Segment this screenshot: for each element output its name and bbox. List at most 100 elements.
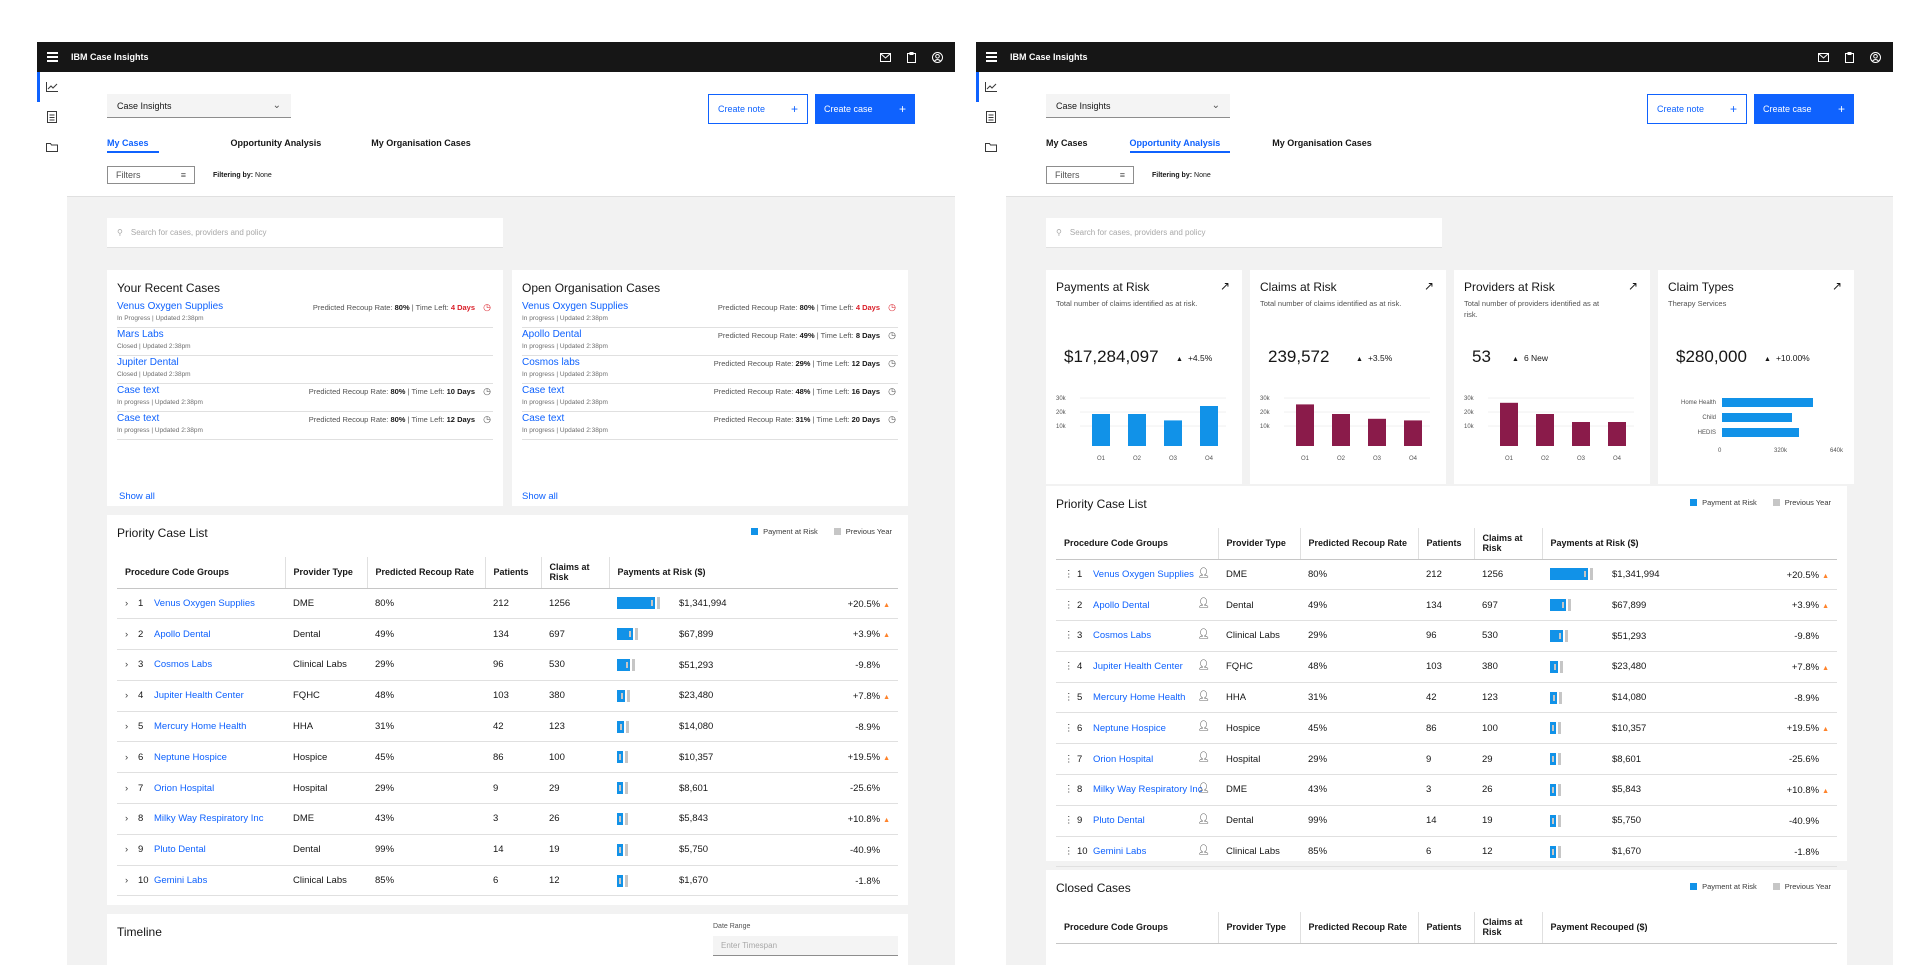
clipboard-icon[interactable] bbox=[901, 47, 921, 67]
procedure-code-link[interactable]: Venus Oxygen Supplies bbox=[154, 597, 255, 609]
procedure-code-link[interactable]: Apollo Dental bbox=[1093, 599, 1150, 611]
procedure-code-link[interactable]: Mercury Home Health bbox=[154, 721, 247, 733]
table-row[interactable]: ⋮ 2 Apollo Dental 👤︎ Dental 49% 134 697 $67,899 +… bbox=[1056, 589, 1837, 622]
drag-handle-icon[interactable]: ⋮ bbox=[1064, 568, 1074, 580]
case-row[interactable]: Case text In progress | Updated 2:38pm Pre… bbox=[522, 384, 898, 412]
procedure-code-link[interactable]: Venus Oxygen Supplies bbox=[1093, 568, 1194, 580]
table-row[interactable]: › 4 Jupiter Health Center FQHC 48% 103 380 $23,… bbox=[117, 680, 898, 712]
assign-user-icon[interactable]: 👤︎ bbox=[1197, 721, 1210, 733]
create-note-button[interactable]: Create note + bbox=[1647, 94, 1747, 124]
case-name-link[interactable]: Apollo Dental bbox=[522, 329, 582, 340]
column-header[interactable]: Patients bbox=[1417, 528, 1474, 560]
case-name-link[interactable]: Case text bbox=[117, 413, 160, 424]
drag-handle-icon[interactable]: ⋮ bbox=[1064, 630, 1074, 642]
procedure-code-link[interactable]: Milky Way Respiratory Inc bbox=[1093, 784, 1203, 796]
workspace-select[interactable]: Case Insights ⌄ bbox=[1046, 94, 1230, 118]
user-avatar-icon[interactable] bbox=[927, 47, 947, 67]
case-row[interactable]: Apollo Dental In progress | Updated 2:38p… bbox=[522, 328, 898, 356]
procedure-code-link[interactable]: Neptune Hospice bbox=[154, 751, 227, 763]
chevron-right-icon[interactable]: › bbox=[125, 813, 129, 825]
drag-handle-icon[interactable]: ⋮ bbox=[1064, 661, 1074, 673]
procedure-code-link[interactable]: Gemini Labs bbox=[154, 875, 208, 887]
table-row[interactable]: ⋮ 3 Cosmos Labs 👤︎ Clinical Labs 29% 96 530 $51,… bbox=[1056, 620, 1837, 652]
drag-handle-icon[interactable]: ⋮ bbox=[1064, 599, 1074, 611]
case-row[interactable]: Venus Oxygen Supplies In progress | Updat… bbox=[522, 300, 898, 328]
date-range-input[interactable]: Enter Timespan bbox=[713, 936, 898, 956]
table-row[interactable]: ⋮ 1 Venus Oxygen Supplies 👤︎ DME 80% 212 1256 $1… bbox=[1056, 559, 1837, 591]
arrow-up-right-icon[interactable]: ↗ bbox=[1423, 279, 1434, 293]
tab-my-organisation-cases[interactable]: My Organisation Cases bbox=[371, 138, 471, 148]
column-header[interactable]: Payments at Risk ($) bbox=[608, 557, 898, 589]
column-header[interactable]: Procedure Code Groups bbox=[1056, 912, 1218, 944]
column-header[interactable]: Provider Type bbox=[1217, 912, 1300, 944]
menu-icon[interactable] bbox=[976, 42, 1006, 72]
assign-user-icon[interactable]: 👤︎ bbox=[1197, 567, 1210, 579]
procedure-code-link[interactable]: Apollo Dental bbox=[154, 628, 211, 640]
folder-nav-icon[interactable] bbox=[37, 132, 67, 162]
procedure-code-link[interactable]: Milky Way Respiratory Inc bbox=[154, 813, 264, 825]
case-name-link[interactable]: Case text bbox=[117, 385, 160, 396]
case-row[interactable]: Case text In progress | Updated 2:38pm Pre… bbox=[522, 412, 898, 440]
mail-icon[interactable] bbox=[875, 47, 895, 67]
chevron-right-icon[interactable]: › bbox=[125, 844, 129, 856]
case-row[interactable]: Mars Labs Closed | Updated 2:38pm bbox=[117, 328, 493, 356]
column-header[interactable]: Claims at Risk bbox=[1473, 912, 1542, 944]
column-header[interactable]: Predicted Recoup Rate bbox=[1299, 912, 1418, 944]
assign-user-icon[interactable]: 👤︎ bbox=[1197, 690, 1210, 702]
procedure-code-link[interactable]: Orion Hospital bbox=[1093, 753, 1154, 765]
clipboard-icon[interactable] bbox=[1839, 47, 1859, 67]
case-name-link[interactable]: Case text bbox=[522, 385, 565, 396]
drag-handle-icon[interactable]: ⋮ bbox=[1064, 722, 1074, 734]
tab-opportunity-analysis[interactable]: Opportunity Analysis bbox=[1130, 133, 1231, 153]
drag-handle-icon[interactable]: ⋮ bbox=[1064, 753, 1074, 765]
procedure-code-link[interactable]: Neptune Hospice bbox=[1093, 722, 1166, 734]
case-name-link[interactable]: Venus Oxygen Supplies bbox=[522, 301, 629, 312]
analytics-nav-icon[interactable] bbox=[976, 72, 1006, 102]
document-nav-icon[interactable] bbox=[976, 102, 1006, 132]
case-row[interactable]: Cosmos labs In progress | Updated 2:38pm P… bbox=[522, 356, 898, 384]
column-header[interactable]: Provider Type bbox=[284, 557, 367, 589]
chevron-right-icon[interactable]: › bbox=[125, 690, 129, 702]
column-header[interactable]: Procedure Code Groups bbox=[117, 557, 285, 589]
tab-my-organisation-cases[interactable]: My Organisation Cases bbox=[1272, 138, 1372, 148]
chevron-right-icon[interactable]: › bbox=[125, 751, 129, 763]
chevron-right-icon[interactable]: › bbox=[125, 659, 129, 671]
filters-button[interactable]: Filters ≡ bbox=[1046, 166, 1134, 184]
case-row[interactable]: Case text In progress | Updated 2:38pm Pre… bbox=[117, 412, 493, 440]
column-header[interactable]: Payment Recouped ($) bbox=[1541, 912, 1837, 944]
procedure-code-link[interactable]: Cosmos Labs bbox=[154, 659, 213, 671]
search-input[interactable]: ⚲ Search for cases, providers and policy bbox=[1046, 218, 1442, 248]
drag-handle-icon[interactable]: ⋮ bbox=[1064, 784, 1074, 796]
column-header[interactable]: Predicted Recoup Rate bbox=[366, 557, 485, 589]
table-row[interactable]: ⋮ 10 Gemini Labs 👤︎ Clinical Labs 85% 6 12 $1,67… bbox=[1056, 836, 1837, 868]
table-row[interactable]: › 1 Venus Oxygen Supplies DME 80% 212 1256 $1,3… bbox=[117, 588, 898, 620]
search-input[interactable]: ⚲ Search for cases, providers and policy bbox=[107, 218, 503, 248]
column-header[interactable]: Patients bbox=[484, 557, 541, 589]
procedure-code-link[interactable]: Jupiter Health Center bbox=[154, 690, 244, 702]
column-header[interactable]: Predicted Recoup Rate bbox=[1299, 528, 1418, 560]
drag-handle-icon[interactable]: ⋮ bbox=[1064, 692, 1074, 704]
assign-user-icon[interactable]: 👤︎ bbox=[1197, 813, 1210, 825]
procedure-code-link[interactable]: Gemini Labs bbox=[1093, 846, 1147, 858]
table-row[interactable]: › 5 Mercury Home Health HHA 31% 42 123 $14,080 -… bbox=[117, 711, 898, 743]
table-row[interactable]: ⋮ 5 Mercury Home Health 👤︎ HHA 31% 42 123 $14,08… bbox=[1056, 682, 1837, 714]
create-note-button[interactable]: Create note + bbox=[708, 94, 808, 124]
chevron-right-icon[interactable]: › bbox=[125, 597, 129, 609]
chevron-right-icon[interactable]: › bbox=[125, 875, 129, 887]
assign-user-icon[interactable]: 👤︎ bbox=[1197, 844, 1210, 856]
assign-user-icon[interactable]: 👤︎ bbox=[1197, 659, 1210, 671]
procedure-code-link[interactable]: Pluto Dental bbox=[154, 844, 206, 856]
column-header[interactable]: Patients bbox=[1417, 912, 1474, 944]
mail-icon[interactable] bbox=[1813, 47, 1833, 67]
arrow-up-right-icon[interactable]: ↗ bbox=[1219, 279, 1230, 293]
case-row[interactable]: Case text In progress | Updated 2:38pm Pre… bbox=[117, 384, 493, 412]
procedure-code-link[interactable]: Jupiter Health Center bbox=[1093, 661, 1183, 673]
table-row[interactable]: ⋮ 8 Milky Way Respiratory Inc 👤︎ DME 43% 3 26 $5… bbox=[1056, 774, 1837, 806]
tab-opportunity-analysis[interactable]: Opportunity Analysis bbox=[230, 138, 322, 148]
document-nav-icon[interactable] bbox=[37, 102, 67, 132]
procedure-code-link[interactable]: Cosmos Labs bbox=[1093, 630, 1152, 642]
arrow-up-right-icon[interactable]: ↗ bbox=[1627, 279, 1638, 293]
case-name-link[interactable]: Case text bbox=[522, 413, 565, 424]
filters-button[interactable]: Filters ≡ bbox=[107, 166, 195, 184]
